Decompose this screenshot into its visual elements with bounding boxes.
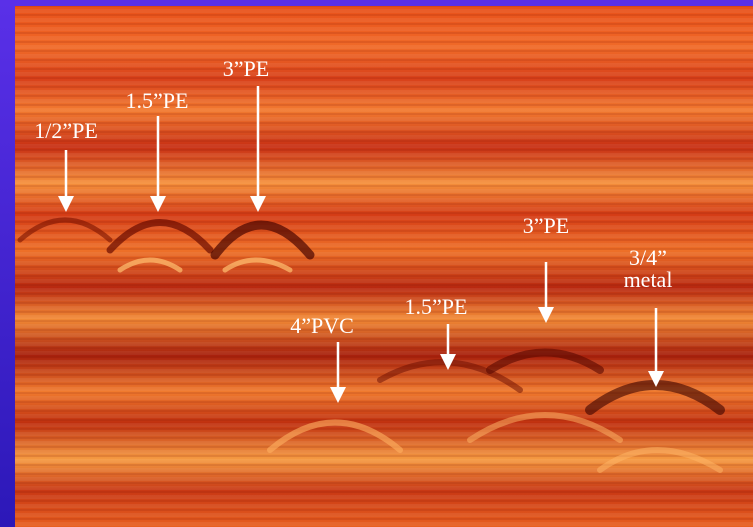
annotation-label: 1/2”PE — [34, 118, 98, 143]
annotation-label: 4”PVC — [290, 313, 354, 338]
annotation-label: 1.5”PE — [126, 88, 189, 113]
annotation-label: 3”PE — [523, 213, 569, 238]
annotation-label: 3”PE — [223, 56, 269, 81]
annotation-label: 1.5”PE — [405, 294, 468, 319]
annotation-label: metal — [624, 267, 673, 292]
radargram-slide: 1/2”PE1.5”PE3”PE4”PVC1.5”PE3”PE3/4”metal — [0, 0, 753, 527]
